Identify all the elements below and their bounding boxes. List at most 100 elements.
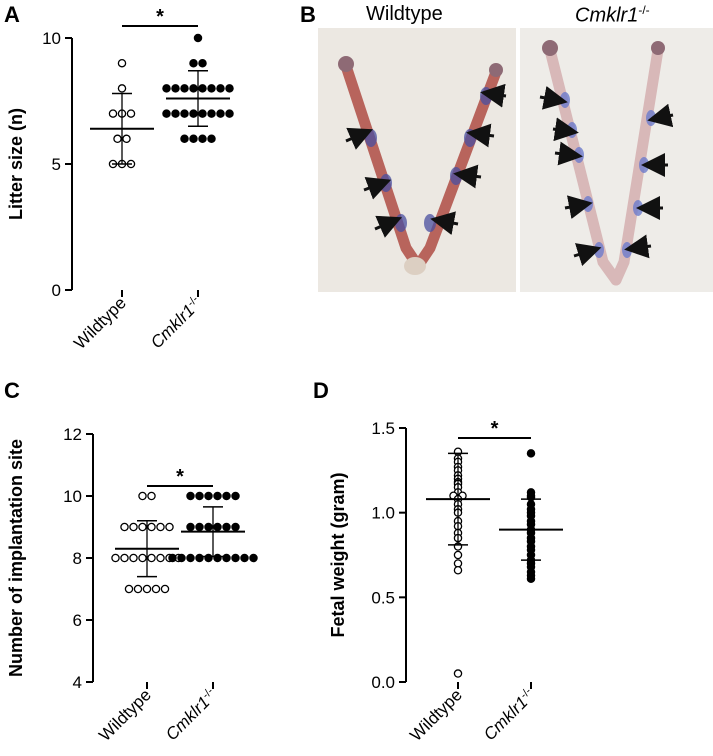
data-point	[156, 553, 165, 563]
photo-title-knockout: Cmklr1-/-	[575, 3, 650, 28]
data-point	[225, 109, 234, 118]
data-point	[138, 553, 147, 563]
data-point	[147, 522, 156, 532]
data-point	[207, 84, 216, 93]
data-point	[249, 553, 258, 563]
data-point	[222, 522, 231, 532]
litter-size-chart: 0 5 10 Litter size (n) Wildtype Cmklr1-/- *	[6, 6, 234, 353]
data-point	[204, 491, 213, 501]
panel-label-b: B	[300, 2, 316, 27]
data-point	[453, 669, 463, 678]
data-point	[222, 553, 231, 563]
photo-title-knockout-base: Cmklr1	[575, 4, 639, 27]
data-point	[453, 559, 463, 568]
y-tick-label: 6	[73, 611, 82, 630]
data-point	[195, 522, 204, 532]
data-point	[168, 553, 177, 563]
y-tick-label: 10	[63, 487, 82, 506]
data-point	[189, 134, 198, 144]
x-tick-label: Wildtype	[95, 685, 155, 745]
y-tick-label: 1.0	[371, 504, 395, 523]
significance-star: *	[176, 466, 184, 488]
x-tick-label: Wildtype	[406, 685, 466, 745]
data-point	[156, 522, 165, 532]
data-point	[117, 58, 127, 68]
significance-star: *	[491, 418, 499, 440]
uterus-photo-panel: Wildtype Cmklr1-/-	[318, 0, 713, 292]
x-tick-label: Cmklr1-/-	[147, 293, 206, 352]
data-point	[453, 550, 463, 560]
data-point	[453, 565, 463, 575]
data-point	[165, 522, 174, 532]
y-tick-label: 12	[63, 425, 82, 444]
data-point	[240, 553, 249, 563]
fetal-weight-chart: 0.0 0.5 1.0 1.5 Fetal weight (gram) Wildtype C…	[328, 418, 563, 745]
data-point	[198, 134, 207, 144]
data-point	[133, 584, 143, 594]
data-point	[231, 553, 240, 563]
x-tick-label: Wildtype	[70, 293, 130, 353]
data-point	[147, 491, 156, 501]
data-point	[186, 522, 195, 532]
y-tick-label: 0.5	[371, 588, 395, 607]
data-point	[151, 584, 161, 594]
data-point	[216, 109, 225, 118]
data-point	[204, 553, 213, 563]
data-point	[222, 491, 231, 501]
data-point	[216, 84, 225, 93]
data-point	[120, 553, 129, 563]
y-axis-label: Number of implantation site	[6, 439, 26, 677]
data-point	[177, 553, 186, 563]
data-point	[124, 584, 134, 594]
y-tick-label: 10	[42, 29, 61, 48]
y-tick-label: 0	[52, 281, 61, 300]
photo-title-knockout-sup: -/-	[638, 3, 650, 17]
data-point	[180, 134, 189, 144]
data-point	[129, 522, 138, 532]
y-tick-label: 1.5	[371, 419, 395, 438]
data-point	[213, 522, 222, 532]
data-point	[186, 553, 195, 563]
significance-star: *	[156, 6, 164, 28]
data-point	[160, 584, 170, 594]
data-point	[207, 134, 216, 144]
data-point	[122, 134, 131, 144]
photo-title-wildtype: Wildtype	[366, 3, 443, 25]
data-point	[195, 553, 204, 563]
data-point	[129, 553, 138, 563]
data-point	[198, 58, 207, 68]
data-point	[142, 584, 152, 594]
data-point	[117, 84, 127, 93]
data-point	[120, 522, 129, 532]
panel-label-d: D	[313, 378, 329, 403]
data-point	[126, 109, 136, 118]
data-point	[189, 84, 198, 93]
data-point	[225, 84, 234, 93]
data-point	[198, 84, 207, 93]
data-point	[186, 491, 195, 501]
x-tick-label: Cmklr1-/-	[162, 685, 221, 744]
y-tick-label: 4	[73, 673, 82, 692]
data-point	[193, 33, 203, 43]
data-point	[180, 84, 189, 93]
data-point	[111, 553, 120, 563]
y-axis-label: Fetal weight (gram)	[328, 472, 348, 637]
data-point	[526, 449, 536, 458]
uterus-photo	[318, 28, 713, 292]
y-tick-label: 5	[52, 155, 61, 174]
panel-label-c: C	[4, 378, 20, 403]
data-point	[180, 109, 189, 118]
uterus-wildtype	[338, 56, 507, 275]
data-point	[108, 109, 118, 118]
data-point	[162, 109, 171, 118]
uterus-knockout	[539, 40, 674, 286]
data-point	[189, 109, 198, 118]
data-point	[526, 574, 536, 583]
data-point	[138, 491, 147, 501]
y-axis-label: Litter size (n)	[6, 108, 26, 220]
panel-label-a: A	[4, 2, 20, 27]
data-point	[162, 84, 171, 93]
data-point	[198, 109, 207, 118]
data-point	[171, 109, 180, 118]
y-tick-label: 8	[73, 549, 82, 568]
